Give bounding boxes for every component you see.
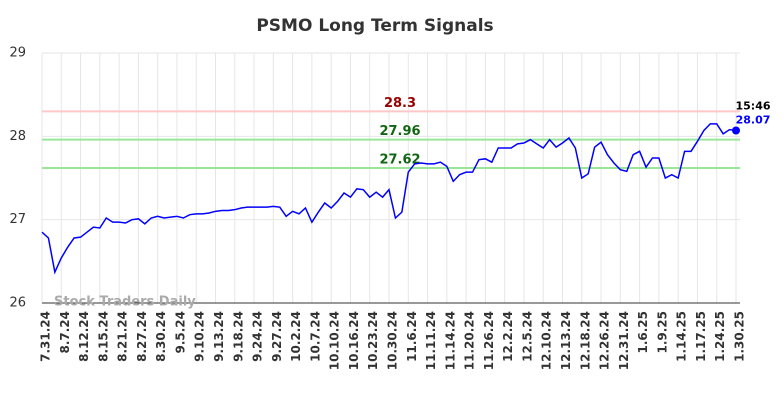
x-tick-label: 8.15.24 [96, 311, 110, 362]
x-tick-label: 10.30.24 [386, 311, 400, 370]
x-tick-label: 9.10.24 [193, 311, 207, 362]
x-tick-label: 1.9.25 [655, 311, 669, 354]
x-tick-label: 9.27.24 [270, 311, 284, 362]
y-tick-label: 26 [9, 296, 26, 311]
last-value: 28.07 [736, 114, 771, 127]
price-line [41, 123, 737, 275]
x-tick-label: 8.27.24 [135, 311, 149, 362]
watermark: Stock Traders Daily [54, 295, 196, 310]
x-tick-label: 1.14.25 [675, 311, 689, 362]
x-tick-label: 1.30.25 [733, 311, 747, 362]
chart-title: PSMO Long Term Signals [256, 16, 493, 36]
x-tick-label: 10.2.24 [289, 311, 303, 362]
x-tick-label: 1.6.25 [636, 311, 650, 354]
x-tick-label: 12.26.24 [598, 311, 612, 370]
x-tick-label: 9.18.24 [231, 311, 245, 362]
x-tick-label: 10.7.24 [308, 311, 322, 362]
x-tick-label: 7.31.24 [39, 311, 53, 362]
x-tick-label: 11.20.24 [463, 311, 477, 370]
x-tick-label: 9.13.24 [212, 311, 226, 362]
x-tick-label: 12.10.24 [540, 311, 554, 370]
x-tick-label: 9.24.24 [251, 311, 265, 362]
x-tick-label: 8.30.24 [154, 311, 168, 362]
signal-label: 28.3 [384, 96, 416, 111]
y-tick-label: 27 [9, 212, 26, 227]
x-tick-label: 11.11.24 [424, 311, 438, 370]
x-tick-label: 11.6.24 [405, 311, 419, 362]
x-tick-label: 8.12.24 [77, 311, 91, 362]
x-tick-label: 12.31.24 [617, 311, 631, 370]
x-tick-label: 11.26.24 [482, 311, 496, 370]
signal-label: 27.96 [379, 124, 420, 139]
x-tick-label: 10.16.24 [347, 311, 361, 370]
x-tick-label: 10.10.24 [328, 311, 342, 370]
x-tick-label: 10.23.24 [366, 311, 380, 370]
x-tick-label: 11.14.24 [443, 311, 457, 370]
x-tick-label: 12.5.24 [520, 311, 534, 362]
x-tick-label: 9.5.24 [173, 311, 187, 354]
last-point [732, 126, 740, 135]
x-tick-label: 12.13.24 [559, 311, 573, 370]
x-tick-label: 12.2.24 [501, 311, 515, 362]
x-tick-label: 1.24.25 [713, 311, 727, 362]
x-tick-label: 8.21.24 [116, 311, 130, 362]
y-tick-label: 29 [9, 46, 26, 61]
x-tick-label: 12.18.24 [578, 311, 592, 370]
signal-label: 27.62 [379, 153, 420, 168]
last-time: 15:46 [735, 100, 770, 113]
x-tick-label: 8.7.24 [58, 311, 72, 354]
x-tick-label: 1.17.25 [694, 311, 708, 362]
y-tick-label: 28 [9, 129, 26, 144]
